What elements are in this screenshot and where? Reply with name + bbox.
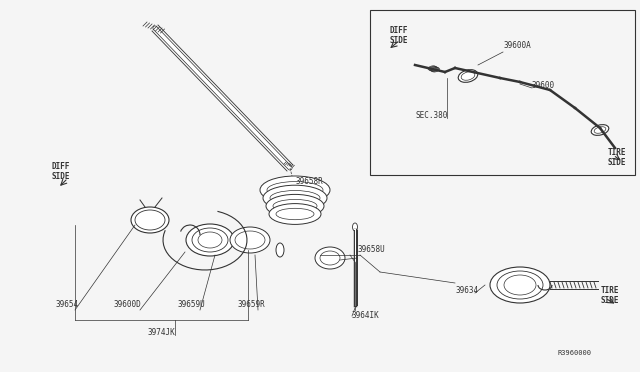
Text: 39658U: 39658U [358, 245, 386, 254]
Ellipse shape [458, 70, 478, 82]
Text: TIRE
SIDE: TIRE SIDE [601, 286, 620, 305]
Text: R3960000: R3960000 [558, 350, 592, 356]
Text: DIFF
SIDE: DIFF SIDE [52, 162, 70, 182]
Ellipse shape [186, 224, 234, 256]
Ellipse shape [320, 251, 340, 265]
Ellipse shape [266, 195, 324, 218]
Ellipse shape [315, 247, 345, 269]
Text: 39659R: 39659R [238, 300, 266, 309]
Ellipse shape [353, 223, 358, 231]
Text: 39658R: 39658R [296, 177, 324, 186]
Text: 39600A: 39600A [503, 41, 531, 50]
Ellipse shape [269, 203, 321, 224]
Text: 3964IK: 3964IK [352, 311, 380, 320]
Text: 39600: 39600 [532, 81, 555, 90]
Ellipse shape [270, 190, 320, 205]
Text: TIRE
SIDE: TIRE SIDE [608, 148, 627, 167]
Text: DIFF
SIDE: DIFF SIDE [390, 26, 408, 45]
Ellipse shape [267, 182, 323, 198]
Text: SEC.380: SEC.380 [415, 111, 447, 120]
Ellipse shape [276, 208, 314, 220]
Text: 39654: 39654 [55, 300, 78, 309]
Ellipse shape [260, 176, 330, 204]
Ellipse shape [263, 185, 327, 211]
Text: 3974JK: 3974JK [148, 328, 176, 337]
Text: 39659U: 39659U [178, 300, 205, 309]
Text: 39634: 39634 [455, 286, 478, 295]
Ellipse shape [276, 243, 284, 257]
Ellipse shape [131, 207, 169, 233]
Ellipse shape [273, 199, 317, 213]
Ellipse shape [591, 125, 609, 135]
Ellipse shape [490, 267, 550, 303]
Ellipse shape [230, 227, 270, 253]
Text: 39600D: 39600D [113, 300, 141, 309]
